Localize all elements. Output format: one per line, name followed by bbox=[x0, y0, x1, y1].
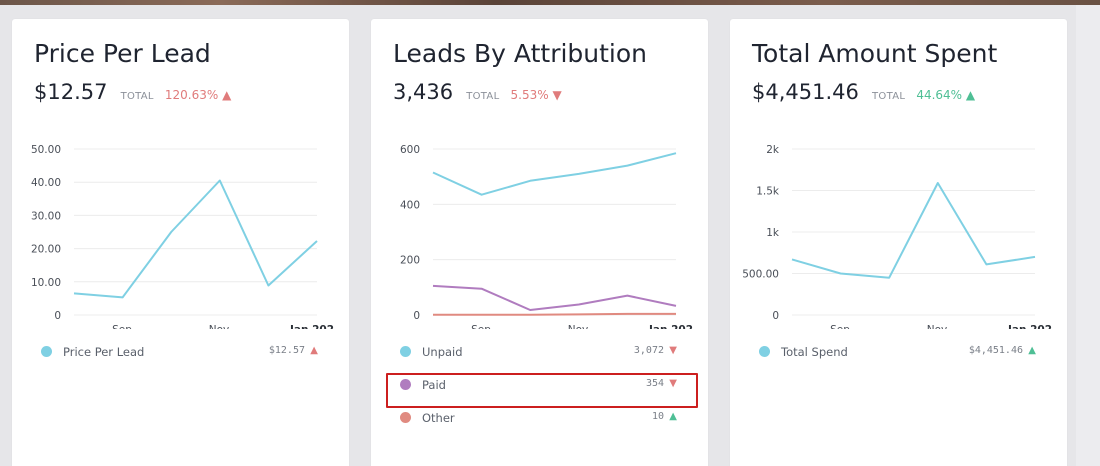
legend-value: 3,072 bbox=[633, 345, 664, 356]
x-tick-label: Sep bbox=[830, 324, 850, 329]
metric-change-percent: 5.53% bbox=[510, 88, 549, 102]
y-tick-label: 10.00 bbox=[31, 277, 61, 289]
y-tick-label: 500.00 bbox=[742, 269, 779, 281]
series-line-total-spend bbox=[791, 182, 1036, 279]
y-tick-label: 400 bbox=[400, 199, 420, 211]
trend-up-icon: ▲ bbox=[1028, 345, 1036, 356]
legend-item-paid[interactable]: Paid 354 ▼ bbox=[371, 372, 708, 405]
legend-label: Other bbox=[422, 411, 455, 425]
line-chart-leads-by-attribution: 0 200 400 600 Sep Nov Jan 202 bbox=[400, 144, 693, 329]
metric-value: $12.57 bbox=[34, 80, 108, 104]
metric-change-percent: 120.63% bbox=[164, 88, 219, 102]
series-line-unpaid bbox=[432, 152, 677, 196]
card-title: Leads By Attribution bbox=[393, 39, 648, 68]
metric-change: 44.64% ▲ bbox=[916, 88, 975, 102]
top-banner-strip bbox=[0, 0, 1100, 5]
legend-item-price-per-lead[interactable]: Price Per Lead $12.57 ▲ bbox=[12, 339, 349, 372]
line-chart-total-amount-spent: 0 500.00 1k 1.5k 2k Sep Nov Jan 202 bbox=[742, 144, 1052, 329]
legend-item-other[interactable]: Other 10 ▲ bbox=[371, 405, 708, 438]
x-tick-label: Jan 202 bbox=[1007, 324, 1052, 329]
y-tick-label: 0 bbox=[413, 310, 420, 322]
y-tick-label: 30.00 bbox=[31, 210, 61, 222]
legend: Unpaid 3,072 ▼ Paid 354 ▼ Other 10 ▲ bbox=[371, 339, 708, 438]
y-tick-label: 1.5k bbox=[756, 186, 780, 198]
trend-down-icon: ▼ bbox=[669, 345, 677, 356]
legend-value: 10 bbox=[651, 411, 664, 422]
legend-dot bbox=[400, 346, 411, 357]
trend-up-icon: ▲ bbox=[965, 88, 976, 102]
y-tick-label: 40.00 bbox=[31, 177, 61, 189]
background-panel-edge bbox=[1076, 5, 1100, 466]
metric-row: $4,451.46 TOTAL 44.64% ▲ bbox=[752, 80, 975, 104]
metric-row: 3,436 TOTAL 5.53% ▼ bbox=[393, 80, 562, 104]
y-tick-label: 20.00 bbox=[31, 244, 61, 256]
metric-change: 120.63% ▲ bbox=[165, 88, 231, 102]
legend-value: $4,451.46 bbox=[968, 345, 1023, 356]
x-tick-label: Nov bbox=[209, 324, 230, 329]
x-tick-label: Sep bbox=[471, 324, 491, 329]
x-tick-label: Nov bbox=[927, 324, 948, 329]
series-line-price-per-lead bbox=[73, 179, 318, 299]
trend-up-icon: ▲ bbox=[222, 88, 232, 102]
y-tick-label: 2k bbox=[766, 144, 780, 156]
metric-row: $12.57 TOTAL 120.63% ▲ bbox=[34, 80, 231, 104]
series-line-paid bbox=[432, 284, 677, 311]
x-tick-label: Jan 202 bbox=[648, 324, 693, 329]
metric-total-label: TOTAL bbox=[871, 91, 906, 102]
y-tick-label: 200 bbox=[400, 255, 420, 267]
legend-dot bbox=[759, 346, 770, 357]
metric-total-label: TOTAL bbox=[466, 91, 500, 102]
y-tick-label: 1k bbox=[766, 227, 780, 239]
y-tick-label: 0 bbox=[54, 310, 61, 322]
card-price-per-lead: Price Per Lead $12.57 TOTAL 120.63% ▲ 0 1… bbox=[12, 19, 349, 466]
trend-up-icon: ▲ bbox=[669, 411, 677, 422]
metric-change-percent: 44.64% bbox=[916, 88, 963, 102]
legend: Total Spend $4,451.46 ▲ bbox=[730, 339, 1067, 372]
y-tick-label: 50.00 bbox=[31, 144, 61, 156]
legend-item-unpaid[interactable]: Unpaid 3,072 ▼ bbox=[371, 339, 708, 372]
x-tick-label: Jan 202 bbox=[289, 324, 334, 329]
metric-value: 3,436 bbox=[393, 80, 454, 104]
card-title: Price Per Lead bbox=[34, 39, 211, 68]
legend-dot bbox=[400, 379, 411, 390]
trend-up-icon: ▲ bbox=[310, 345, 318, 356]
card-total-amount-spent: Total Amount Spent $4,451.46 TOTAL 44.64… bbox=[730, 19, 1067, 466]
legend-dot bbox=[41, 346, 52, 357]
card-title: Total Amount Spent bbox=[752, 39, 998, 68]
legend-label: Price Per Lead bbox=[63, 345, 145, 359]
legend-item-total-spend[interactable]: Total Spend $4,451.46 ▲ bbox=[730, 339, 1067, 372]
legend-value: 354 bbox=[645, 378, 664, 389]
legend-label: Paid bbox=[422, 378, 446, 392]
metric-change: 5.53% ▼ bbox=[511, 88, 562, 102]
trend-down-icon: ▼ bbox=[552, 88, 562, 102]
series-line-other bbox=[433, 312, 676, 316]
legend-label: Total Spend bbox=[781, 345, 848, 359]
line-chart-price-per-lead: 0 10.00 20.00 30.00 40.00 50.00 Sep Nov Jan 202 bbox=[31, 144, 334, 329]
metric-value: $4,451.46 bbox=[752, 80, 859, 104]
legend-value: $12.57 bbox=[268, 345, 305, 356]
x-tick-label: Nov bbox=[568, 324, 589, 329]
y-tick-label: 0 bbox=[772, 310, 779, 322]
highlight-box bbox=[386, 373, 698, 408]
legend-label: Unpaid bbox=[422, 345, 463, 359]
trend-down-icon: ▼ bbox=[669, 378, 677, 389]
card-leads-by-attribution: Leads By Attribution 3,436 TOTAL 5.53% ▼… bbox=[371, 19, 708, 466]
y-tick-label: 600 bbox=[400, 144, 420, 156]
x-tick-label: Sep bbox=[112, 324, 132, 329]
legend: Price Per Lead $12.57 ▲ bbox=[12, 339, 349, 372]
legend-dot bbox=[400, 412, 411, 423]
metric-total-label: TOTAL bbox=[120, 91, 154, 102]
